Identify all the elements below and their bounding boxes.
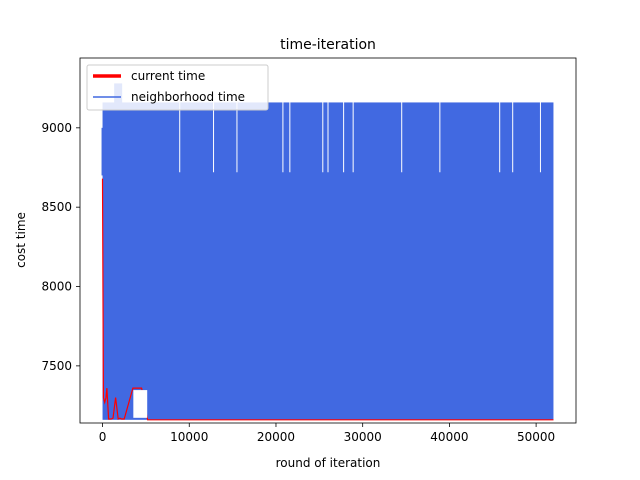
current-series	[101, 178, 554, 421]
x-tick-label: 0	[99, 430, 107, 444]
y-tick-label: 8000	[41, 280, 72, 294]
x-tick-label: 50000	[517, 430, 555, 444]
legend-label-current-time: current time	[131, 69, 205, 83]
neighborhood-series	[101, 83, 554, 420]
legend-label-neighborhood-time: neighborhood time	[131, 90, 245, 104]
x-axis: 0 10000 20000 30000 40000 50000	[99, 423, 555, 444]
plot-area	[79, 57, 577, 424]
chart-title: time-iteration	[280, 37, 376, 53]
y-tick-label: 9000	[41, 121, 72, 135]
x-axis-label: round of iteration	[276, 456, 381, 470]
y-tick-label: 8500	[41, 200, 72, 214]
legend-box	[86, 64, 269, 111]
legend: current time neighborhood time	[86, 64, 269, 111]
x-tick-label: 10000	[170, 430, 208, 444]
x-tick-label: 30000	[344, 430, 382, 444]
current-time-line	[101, 178, 554, 421]
x-tick-label: 40000	[430, 430, 468, 444]
y-axis-label: cost time	[14, 212, 28, 268]
axes-frame	[79, 57, 577, 424]
y-axis: 7500 8000 8500 9000	[41, 121, 80, 373]
x-tick-label: 20000	[257, 430, 295, 444]
plateau-gap	[133, 390, 148, 418]
y-tick-label: 7500	[41, 359, 72, 373]
